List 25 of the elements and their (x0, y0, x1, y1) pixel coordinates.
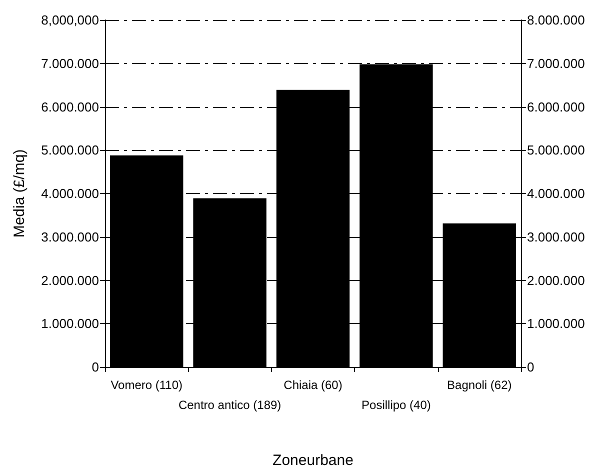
y2-tick-label: 4.000.000 (527, 186, 585, 201)
x-tick-label: Centro antico (189) (178, 398, 282, 412)
y2-tick-label: 0 (527, 360, 534, 374)
y-tick-label: 1.000.000 (41, 316, 99, 332)
x-tick-label: Posillipo (40) (362, 398, 431, 412)
y-axis-title: Media (£/mq) (11, 149, 28, 238)
y-tick-label: 2.000.000 (41, 272, 99, 288)
y-tick-label: 8,000,000 (41, 12, 99, 28)
y-tick-label: 3.000.000 (41, 229, 99, 244)
x-tick-label: Vomero (110) (110, 378, 183, 392)
y2-tick-label: 6.000.000 (527, 99, 585, 114)
y-tick-label: 5.000.000 (41, 142, 99, 158)
y2-tick-label: 5.000.000 (527, 142, 585, 158)
y-tick-label: 6.000.000 (41, 99, 99, 114)
x-axis-title: Zoneurbane (272, 452, 354, 469)
y2-tick-label: 1.000.000 (527, 316, 585, 332)
x-tick-label: Chiaia (60) (284, 378, 342, 392)
x-tick-label: Bagnoli (62) (447, 378, 512, 392)
y2-tick-label: 8.000.000 (527, 12, 585, 28)
y-tick-label: 4.000.000 (41, 186, 99, 201)
y2-tick-label: 7.000.000 (527, 56, 585, 71)
y-tick-label: 0 (92, 360, 99, 374)
y2-tick-label: 2.000.000 (527, 272, 585, 288)
y-tick-label: 7.000.000 (41, 56, 99, 71)
y2-tick-label: 3.000.000 (527, 229, 585, 244)
